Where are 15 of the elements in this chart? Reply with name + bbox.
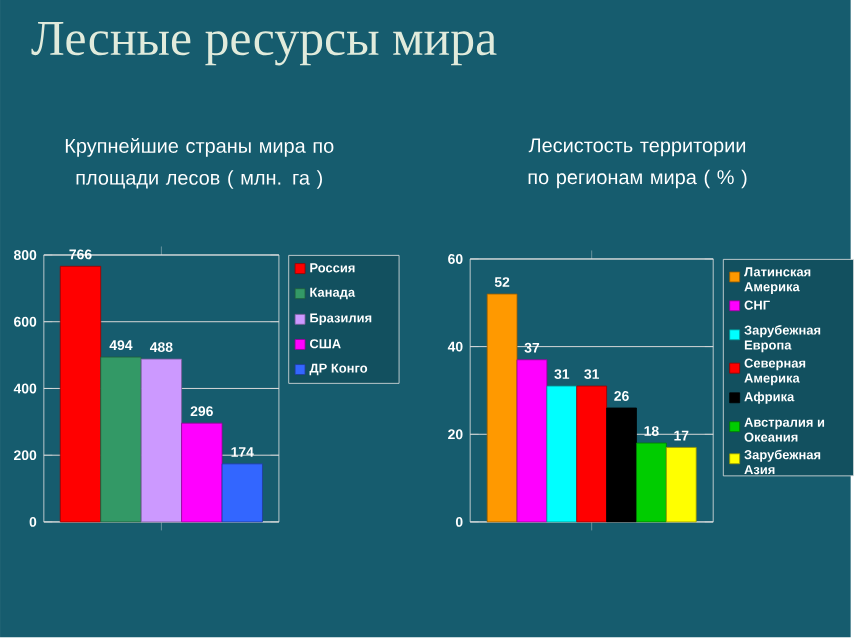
- bar: [221, 463, 263, 523]
- chart-title: Лесные ресурсы мира: [31, 22, 497, 66]
- bar: [546, 385, 578, 523]
- chart-subtitle: Крупнейшие страны мира по площади лесов ( млн. га ): [65, 138, 334, 189]
- bar: [486, 293, 518, 523]
- bar: [576, 385, 608, 523]
- bar: [100, 356, 142, 523]
- bar: [181, 423, 223, 523]
- bar: [140, 358, 182, 523]
- bar: [59, 266, 102, 523]
- bar: [516, 359, 548, 523]
- chart-title: Лесистость территории по регионам мира ( % ): [528, 138, 747, 189]
- bar: [606, 407, 637, 523]
- bar: [665, 447, 697, 523]
- bar: [636, 442, 667, 523]
